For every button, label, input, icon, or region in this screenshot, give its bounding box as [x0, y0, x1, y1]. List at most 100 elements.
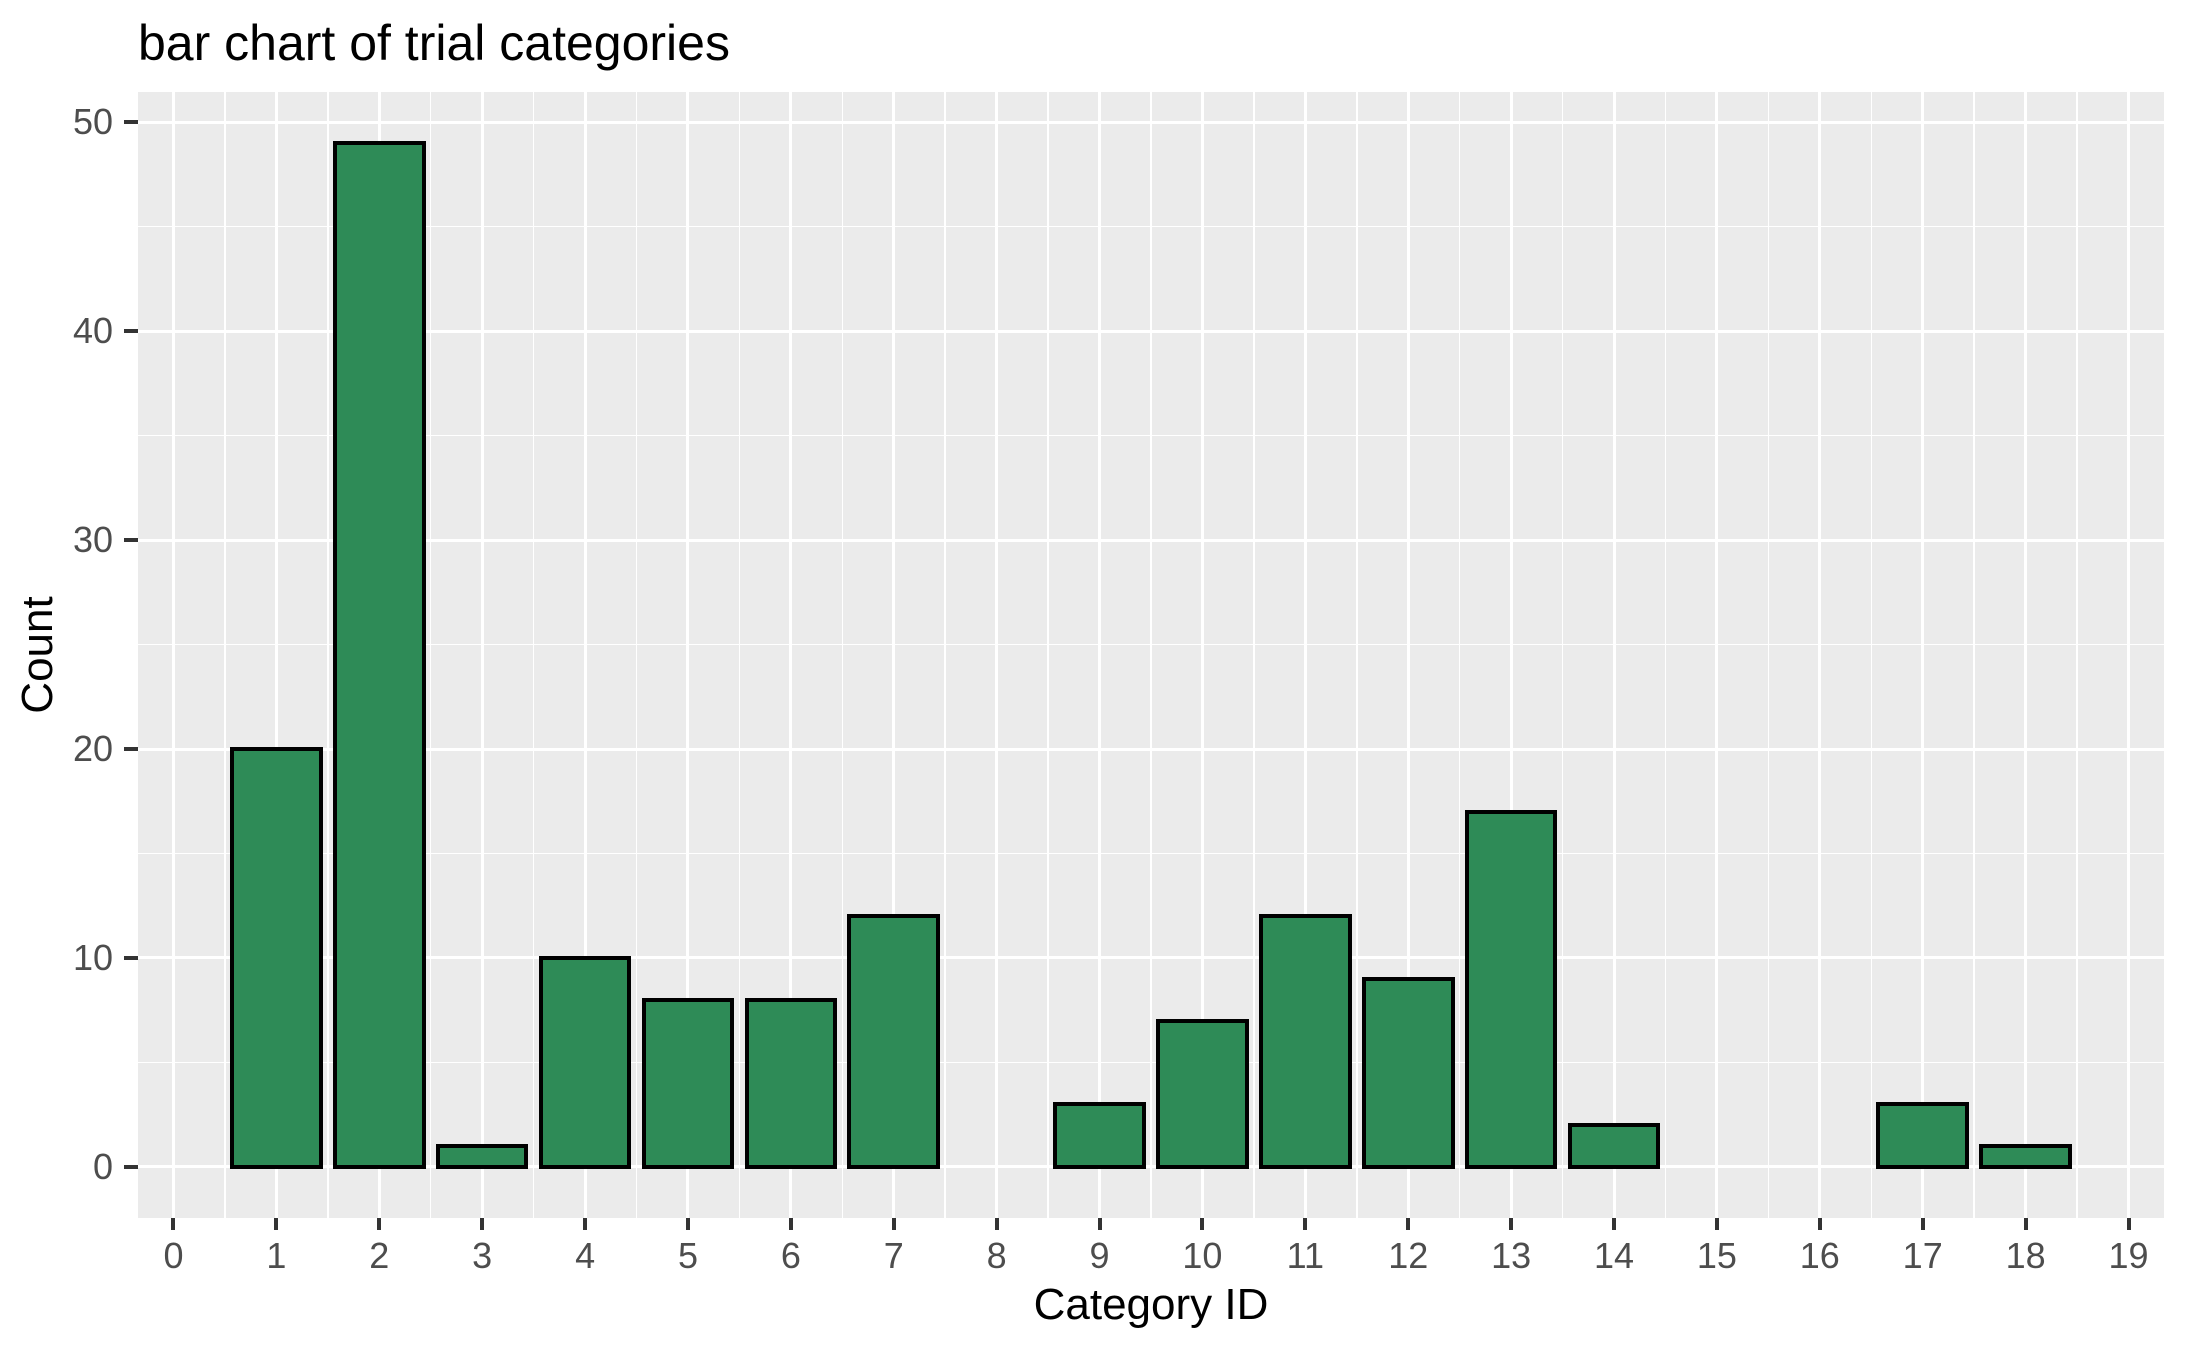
- gridline-minor-vertical: [1973, 92, 1975, 1218]
- gridline-major-horizontal: [138, 747, 2164, 751]
- gridline-major-horizontal: [138, 538, 2164, 542]
- x-tick-mark: [583, 1218, 588, 1230]
- x-tick-label: 15: [1696, 1235, 1737, 1276]
- gridline-major-vertical: [892, 92, 896, 1218]
- gridline-minor-vertical: [944, 92, 946, 1218]
- bar-category-14: [1567, 1123, 1661, 1169]
- x-tick-label: 14: [1593, 1235, 1635, 1276]
- gridline-major-vertical: [1303, 92, 1307, 1218]
- x-tick-mark: [1920, 1218, 1925, 1230]
- x-tick-mark: [2023, 1218, 2028, 1230]
- y-tick-label: 0: [92, 1145, 113, 1187]
- bar-category-18: [1979, 1143, 2072, 1169]
- x-tick-mark: [480, 1218, 485, 1230]
- gridline-minor-vertical: [1150, 92, 1152, 1218]
- gridline-major-vertical: [2127, 92, 2130, 1218]
- x-tick-label: 0: [163, 1235, 184, 1276]
- gridline-major-horizontal: [138, 329, 2164, 333]
- x-tick-label: 19: [2108, 1235, 2149, 1276]
- x-tick-label: 8: [986, 1235, 1007, 1276]
- gridline-minor-horizontal: [138, 225, 2164, 228]
- x-tick-mark: [2126, 1218, 2131, 1230]
- gridline-minor-vertical: [1047, 92, 1049, 1218]
- x-tick-label: 10: [1182, 1235, 1223, 1276]
- bar-category-13: [1464, 809, 1558, 1169]
- gridline-major-vertical: [789, 92, 793, 1218]
- gridline-minor-vertical: [1561, 92, 1564, 1218]
- y-tick-mark: [124, 329, 138, 334]
- gridline-minor-horizontal: [138, 852, 2164, 855]
- y-tick-mark: [124, 120, 138, 125]
- gridline-minor-vertical: [429, 92, 432, 1218]
- y-tick-label: 40: [72, 310, 113, 352]
- y-tick-label: 20: [72, 728, 113, 769]
- gridline-major-vertical: [1098, 92, 1102, 1218]
- gridline-minor-horizontal: [138, 643, 2164, 646]
- x-tick-label: 18: [2005, 1235, 2046, 1276]
- x-tick-label: 9: [1089, 1235, 1110, 1276]
- y-tick-mark: [124, 1164, 138, 1169]
- y-tick-mark: [124, 538, 138, 543]
- y-tick-label: 50: [72, 101, 113, 143]
- x-tick-mark: [994, 1218, 999, 1230]
- x-tick-mark: [377, 1218, 382, 1230]
- gridline-major-vertical: [171, 92, 175, 1218]
- x-tick-mark: [1817, 1218, 1822, 1230]
- y-tick-label: 10: [72, 936, 113, 978]
- bar-category-6: [744, 997, 838, 1169]
- x-tick-mark: [685, 1218, 690, 1230]
- gridline-minor-vertical: [1870, 92, 1872, 1218]
- gridline-major-vertical: [274, 92, 278, 1218]
- gridline-minor-vertical: [738, 92, 741, 1218]
- bar-category-11: [1259, 914, 1352, 1169]
- x-tick-mark: [274, 1218, 279, 1230]
- gridline-minor-vertical: [1664, 92, 1667, 1218]
- bar-category-12: [1361, 976, 1455, 1169]
- plot-panel: [138, 92, 2164, 1218]
- gridline-major-vertical: [686, 92, 690, 1218]
- x-tick-label: 13: [1491, 1235, 1532, 1276]
- gridline-major-vertical: [2024, 92, 2028, 1218]
- x-tick-mark: [891, 1218, 896, 1230]
- x-tick-label: 4: [575, 1235, 596, 1276]
- x-tick-mark: [1200, 1218, 1205, 1230]
- gridline-major-horizontal: [138, 120, 2164, 124]
- x-tick-label: 16: [1799, 1235, 1840, 1276]
- gridline-minor-vertical: [1767, 92, 1770, 1218]
- bar-category-17: [1876, 1102, 1969, 1169]
- gridline-minor-vertical: [1458, 92, 1461, 1218]
- bar-category-3: [435, 1143, 529, 1169]
- x-tick-label: 11: [1286, 1235, 1325, 1276]
- x-tick-label: 2: [369, 1235, 390, 1276]
- gridline-major-vertical: [1612, 92, 1616, 1218]
- bar-category-7: [847, 914, 941, 1169]
- gridline-major-vertical: [1715, 92, 1719, 1218]
- x-tick-mark: [1097, 1218, 1102, 1230]
- x-axis-title: Category ID: [1033, 1280, 1269, 1329]
- x-tick-mark: [1303, 1218, 1308, 1230]
- gridline-minor-vertical: [532, 92, 535, 1218]
- y-tick-mark: [124, 747, 138, 751]
- x-tick-label: 3: [472, 1235, 493, 1276]
- x-tick-label: 12: [1388, 1235, 1429, 1276]
- gridline-minor-vertical: [1253, 92, 1255, 1218]
- gridline-minor-vertical: [841, 92, 844, 1218]
- gridline-minor-vertical: [224, 92, 226, 1218]
- x-tick-mark: [1714, 1218, 1719, 1230]
- gridline-major-horizontal: [138, 956, 2164, 960]
- x-tick-mark: [1612, 1218, 1617, 1230]
- x-tick-label: 7: [883, 1235, 904, 1276]
- gridline-major-vertical: [995, 92, 999, 1218]
- x-tick-label: 5: [677, 1235, 698, 1276]
- bar-category-5: [641, 997, 735, 1169]
- gridline-minor-vertical: [635, 92, 638, 1218]
- gridline-minor-vertical: [2076, 92, 2078, 1218]
- gridline-major-vertical: [1818, 92, 1822, 1218]
- y-tick-label: 30: [72, 519, 113, 561]
- gridline-major-horizontal: [138, 1165, 2164, 1169]
- gridline-minor-vertical: [327, 92, 329, 1218]
- x-tick-label: 1: [266, 1235, 287, 1276]
- bar-category-4: [538, 955, 632, 1169]
- x-tick-mark: [171, 1218, 176, 1230]
